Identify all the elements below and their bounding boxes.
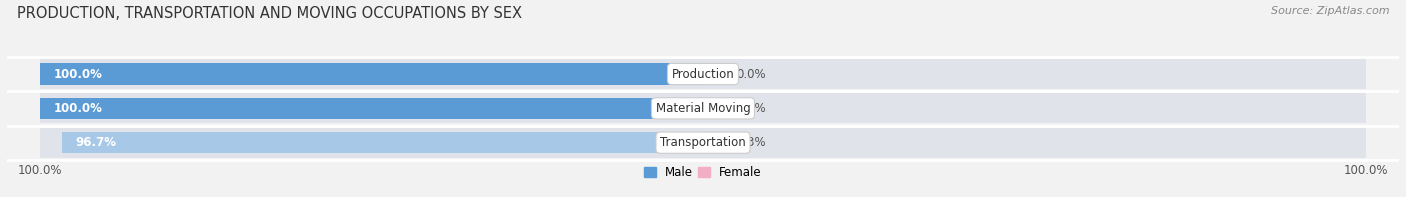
Text: Source: ZipAtlas.com: Source: ZipAtlas.com xyxy=(1271,6,1389,16)
Bar xyxy=(41,59,703,89)
Bar xyxy=(41,98,703,119)
Text: 100.0%: 100.0% xyxy=(53,102,103,115)
Text: 96.7%: 96.7% xyxy=(76,136,117,149)
Text: Transportation: Transportation xyxy=(661,136,745,149)
Bar xyxy=(62,132,703,153)
Text: 0.0%: 0.0% xyxy=(737,68,766,81)
Text: Production: Production xyxy=(672,68,734,81)
Bar xyxy=(41,93,703,123)
Bar xyxy=(703,93,1365,123)
Text: PRODUCTION, TRANSPORTATION AND MOVING OCCUPATIONS BY SEX: PRODUCTION, TRANSPORTATION AND MOVING OC… xyxy=(17,6,522,21)
Bar xyxy=(703,128,1365,158)
Legend: Male, Female: Male, Female xyxy=(644,166,762,179)
Bar xyxy=(703,63,725,85)
Text: 100.0%: 100.0% xyxy=(53,68,103,81)
Text: 3.3%: 3.3% xyxy=(737,136,766,149)
Bar xyxy=(41,128,703,158)
Text: Material Moving: Material Moving xyxy=(655,102,751,115)
Bar xyxy=(703,59,1365,89)
Bar xyxy=(703,132,725,153)
Text: 0.0%: 0.0% xyxy=(737,102,766,115)
Bar xyxy=(703,98,725,119)
Bar xyxy=(41,63,703,85)
